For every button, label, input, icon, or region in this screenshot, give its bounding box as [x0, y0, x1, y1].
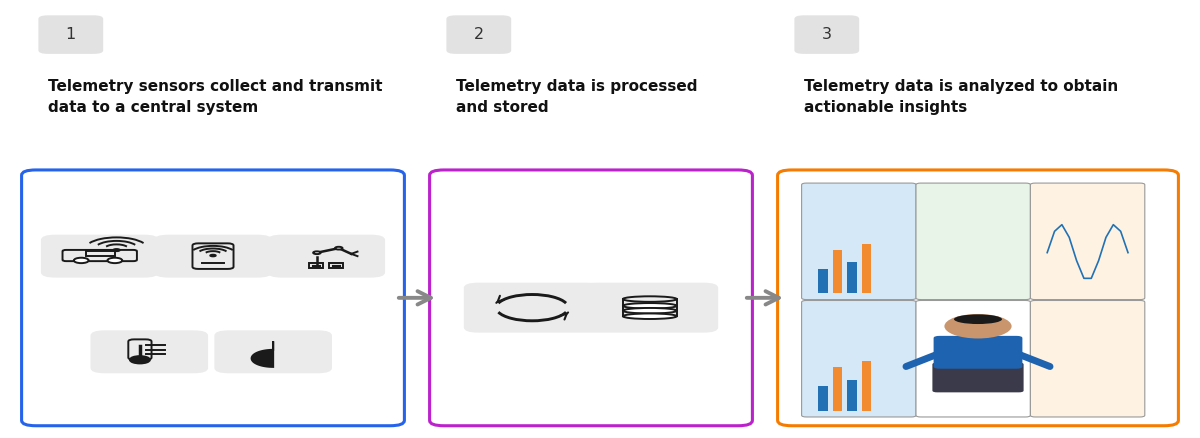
Text: Telemetry data is analyzed to obtain
actionable insights: Telemetry data is analyzed to obtain act… — [804, 79, 1118, 115]
Bar — [862, 244, 871, 293]
Bar — [847, 380, 857, 411]
FancyBboxPatch shape — [430, 170, 752, 426]
Circle shape — [313, 251, 320, 254]
Circle shape — [113, 249, 120, 251]
Text: 1: 1 — [66, 27, 76, 42]
Circle shape — [108, 258, 122, 263]
FancyBboxPatch shape — [90, 330, 208, 373]
Ellipse shape — [623, 314, 677, 319]
Polygon shape — [252, 341, 274, 367]
FancyBboxPatch shape — [38, 15, 103, 54]
FancyBboxPatch shape — [802, 183, 916, 300]
Bar — [833, 250, 842, 293]
Bar — [818, 386, 828, 411]
Ellipse shape — [623, 303, 677, 308]
Text: Telemetry sensors collect and transmit
data to a central system: Telemetry sensors collect and transmit d… — [48, 79, 383, 115]
FancyBboxPatch shape — [215, 330, 332, 373]
Text: 3: 3 — [822, 27, 832, 42]
FancyBboxPatch shape — [268, 235, 385, 278]
FancyBboxPatch shape — [934, 336, 1022, 369]
FancyBboxPatch shape — [932, 363, 1024, 392]
FancyBboxPatch shape — [22, 170, 404, 426]
FancyBboxPatch shape — [802, 300, 916, 417]
FancyBboxPatch shape — [463, 283, 600, 332]
FancyBboxPatch shape — [778, 170, 1178, 426]
FancyBboxPatch shape — [794, 15, 859, 54]
Circle shape — [74, 258, 89, 263]
FancyBboxPatch shape — [1031, 300, 1145, 417]
FancyBboxPatch shape — [41, 235, 158, 278]
Bar — [847, 262, 857, 293]
Circle shape — [944, 314, 1012, 339]
Ellipse shape — [954, 314, 1002, 324]
Text: 2: 2 — [474, 27, 484, 42]
Ellipse shape — [623, 308, 677, 314]
Bar — [862, 361, 871, 411]
FancyBboxPatch shape — [916, 300, 1031, 417]
Text: Telemetry data is processed
and stored: Telemetry data is processed and stored — [456, 79, 697, 115]
FancyBboxPatch shape — [1031, 183, 1145, 300]
FancyBboxPatch shape — [916, 183, 1031, 300]
FancyBboxPatch shape — [446, 15, 511, 54]
Circle shape — [335, 247, 342, 250]
Bar — [818, 268, 828, 293]
FancyBboxPatch shape — [581, 283, 718, 332]
FancyBboxPatch shape — [154, 235, 271, 278]
Bar — [833, 367, 842, 411]
Circle shape — [210, 254, 216, 257]
Circle shape — [130, 356, 150, 364]
